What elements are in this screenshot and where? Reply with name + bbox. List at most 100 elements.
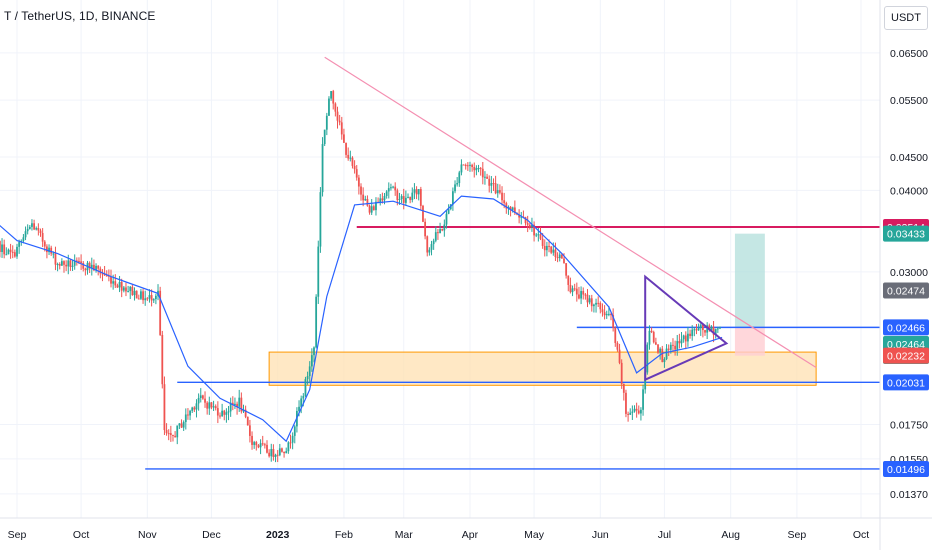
- candle-body: [620, 362, 623, 384]
- candle-body: [533, 224, 535, 236]
- candle-body: [37, 228, 40, 231]
- candle-body: [366, 198, 369, 206]
- candle-body: [460, 164, 463, 173]
- candle-body: [417, 189, 420, 195]
- candle-body: [629, 412, 632, 415]
- price-label-text: 0.01496: [887, 464, 925, 476]
- candle-body: [97, 265, 100, 269]
- candle-body: [82, 262, 85, 269]
- candle-body: [657, 344, 659, 353]
- candle-body: [409, 196, 412, 200]
- candle-body: [163, 384, 166, 431]
- candle-body: [663, 358, 666, 363]
- candle-body: [451, 191, 454, 205]
- candle-body: [9, 249, 12, 252]
- candle-body: [458, 172, 461, 184]
- candle-body: [308, 366, 311, 377]
- candle-body: [169, 433, 172, 435]
- candle-body: [552, 249, 555, 253]
- candle-body: [584, 294, 587, 296]
- candle-body: [127, 291, 130, 293]
- candle-body: [578, 294, 580, 299]
- candle-body: [682, 335, 685, 340]
- candle-body: [556, 257, 559, 259]
- time-tick-label: Mar: [395, 529, 414, 541]
- candle-body: [146, 298, 149, 300]
- candle-body: [263, 444, 266, 446]
- candle-body: [18, 242, 21, 247]
- candle-body: [26, 228, 29, 232]
- candle-body: [187, 414, 189, 416]
- candle-body: [652, 332, 655, 343]
- time-tick-label: Dec: [202, 529, 221, 541]
- candle-body: [387, 188, 390, 192]
- candle-body: [539, 234, 542, 239]
- candle-body: [599, 303, 602, 310]
- candle-body: [221, 410, 224, 417]
- candle-body: [644, 372, 647, 390]
- price-tick-label: 0.01750: [890, 420, 928, 432]
- candle-body: [54, 253, 57, 265]
- candle-body: [678, 341, 681, 344]
- candle-body: [475, 168, 478, 171]
- candle-body: [122, 287, 125, 291]
- candle-body: [689, 333, 691, 337]
- triangle-pattern: [644, 274, 729, 382]
- candle-body: [154, 295, 157, 300]
- candle-body: [494, 183, 497, 194]
- candle-body: [88, 262, 91, 269]
- candle-body: [259, 443, 262, 448]
- candle-body: [528, 224, 531, 227]
- candle-body: [315, 296, 318, 348]
- candle-body: [302, 395, 305, 399]
- candle-body: [607, 313, 610, 315]
- candle-body: [35, 228, 38, 230]
- price-axis: 0.06500 0.05500 0.04500 0.04000 0.03000 0.017…: [879, 0, 928, 550]
- candle-body: [362, 194, 365, 201]
- currency-button[interactable]: USDT: [884, 6, 928, 30]
- candle-body: [501, 192, 503, 201]
- candle-body: [537, 234, 540, 236]
- price-label-text: 0.02466: [887, 322, 925, 334]
- candle-body: [291, 435, 294, 443]
- candle-body: [714, 329, 717, 335]
- candle-body: [674, 345, 677, 350]
- target-zone: [734, 233, 765, 328]
- candle-body: [289, 442, 292, 444]
- candle-body: [355, 169, 358, 178]
- candle-body: [456, 183, 459, 185]
- candle-body: [669, 344, 672, 350]
- candle-body: [321, 144, 324, 193]
- candle-body: [481, 168, 484, 178]
- candle-body: [234, 403, 236, 405]
- candle-body: [148, 295, 151, 299]
- candles: [0, 89, 721, 463]
- candle-body: [140, 291, 142, 299]
- candle-body: [648, 330, 651, 345]
- candle-body: [99, 268, 102, 274]
- candle-body: [368, 205, 371, 213]
- candle-body: [251, 435, 253, 445]
- candle-body: [287, 442, 290, 452]
- candle-body: [65, 264, 68, 267]
- candle-body: [603, 312, 606, 316]
- candle-body: [473, 166, 476, 171]
- candle-body: [434, 232, 437, 241]
- time-tick-label: Sep: [788, 529, 807, 541]
- candle-body: [69, 260, 72, 267]
- candle-body: [422, 205, 424, 222]
- candle-body: [396, 190, 399, 200]
- moving-average: [0, 195, 723, 443]
- candle-body: [90, 264, 93, 269]
- candle-body: [338, 120, 341, 123]
- candle-body: [129, 286, 132, 292]
- candle-body: [588, 298, 591, 303]
- candle-body: [441, 229, 444, 231]
- candle-body: [610, 313, 612, 316]
- candle-body: [424, 221, 427, 237]
- candle-body: [593, 304, 595, 307]
- candle-body: [710, 326, 713, 331]
- price-label-tag: [883, 225, 929, 242]
